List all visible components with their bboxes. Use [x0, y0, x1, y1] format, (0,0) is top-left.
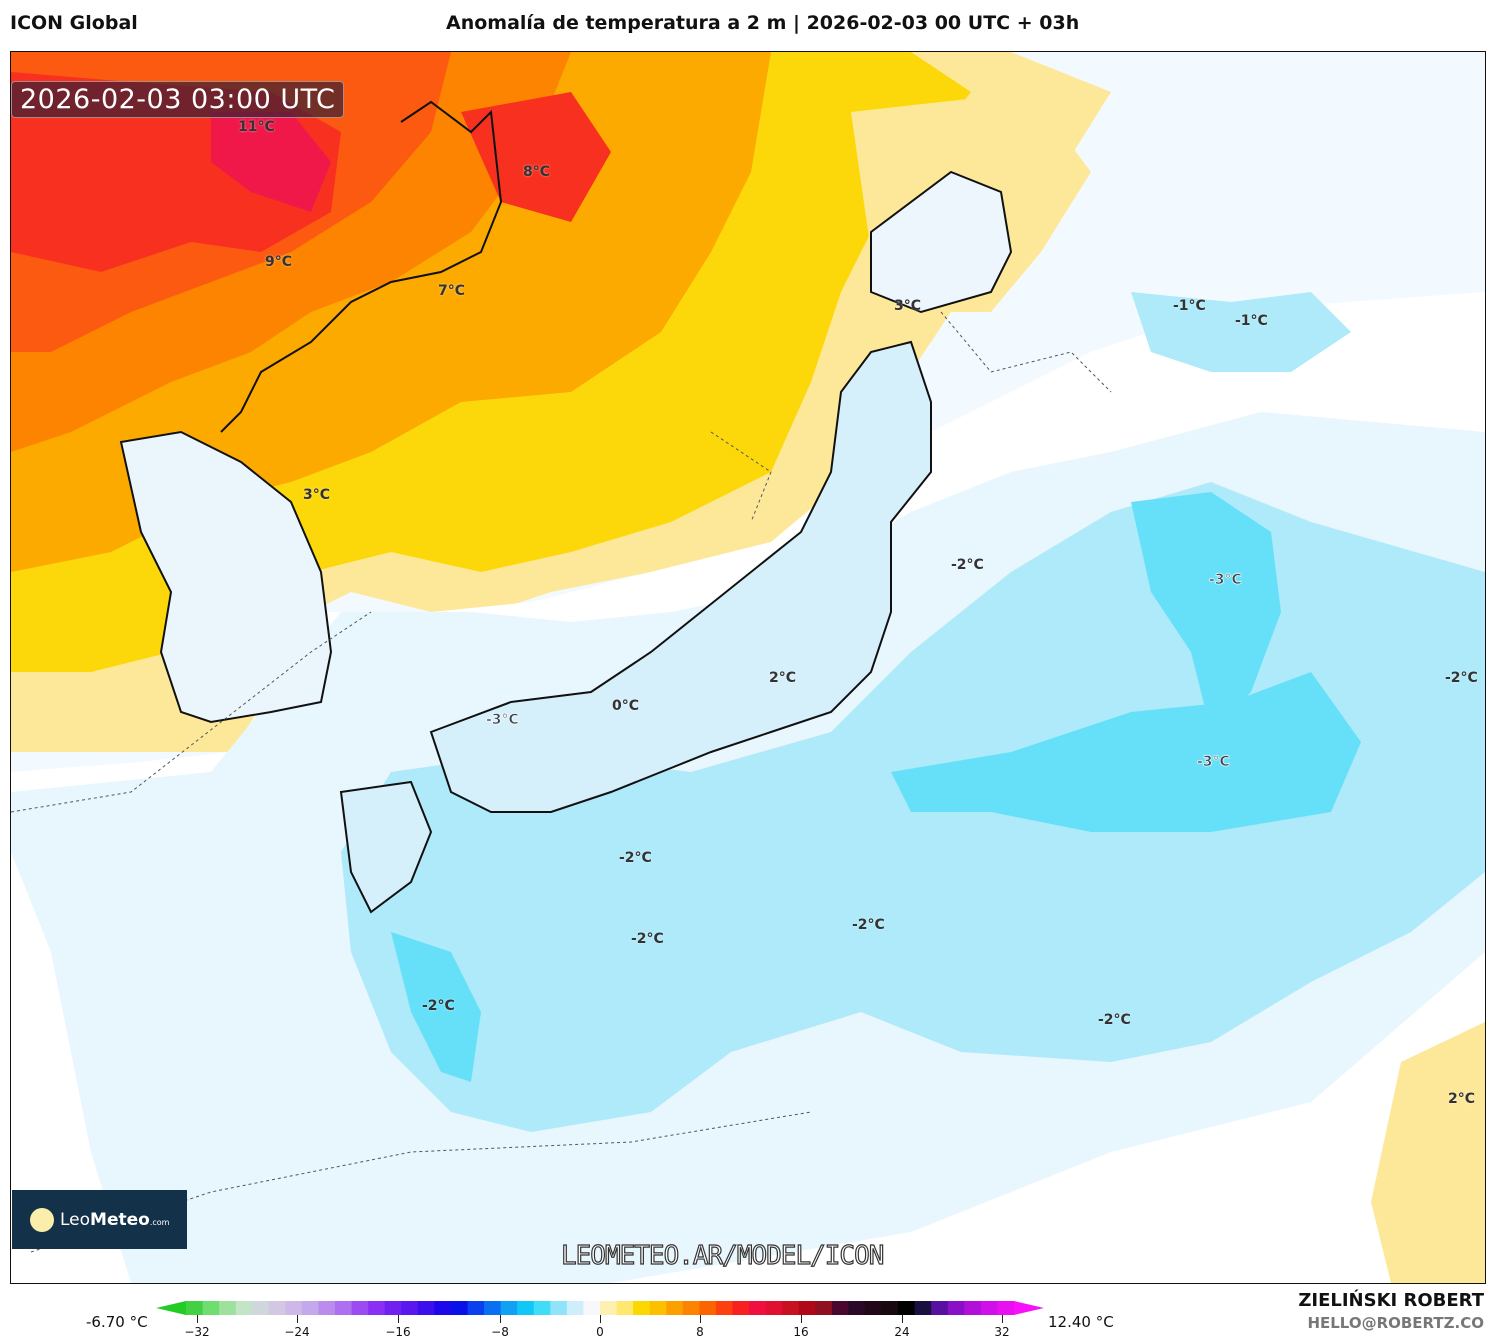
- colorbar: [156, 1301, 1044, 1315]
- colorbar-tick: [197, 1315, 198, 1323]
- contour-label: -1°C: [1235, 313, 1268, 329]
- colorbar-tick-label: 16: [793, 1325, 809, 1339]
- contour-label: -2°C: [422, 998, 455, 1014]
- contour-label: 11°C: [238, 119, 275, 135]
- contour-label: -2°C: [852, 917, 885, 933]
- contour-label: 8°C: [523, 164, 551, 180]
- colorbar-tick: [297, 1315, 298, 1323]
- colorbar-tick-label: −16: [385, 1325, 411, 1339]
- author-email[interactable]: HELLO@ROBERTZ.CO: [1307, 1314, 1484, 1332]
- contour-label: -2°C: [619, 850, 652, 866]
- watermark-url: LEOMETEO.AR/MODEL/ICON: [560, 1240, 885, 1271]
- contour-label: 2°C: [1448, 1091, 1476, 1107]
- contour-label: -3°C: [486, 712, 519, 729]
- colorbar-min-label: -6.70 °C: [86, 1313, 148, 1331]
- temperature-anomaly-map[interactable]: 2026-02-03 03:00 UTC 11°C 8°C 9°C 7°C 3°C 3°C…: [10, 51, 1486, 1284]
- author-name: ZIELIŃSKI ROBERT: [1298, 1290, 1484, 1311]
- contour-label: -3°C: [1209, 572, 1242, 589]
- colorbar-tick: [600, 1315, 601, 1323]
- colorbar-tick-label: −32: [184, 1325, 210, 1339]
- contour-label: 9°C: [265, 254, 293, 270]
- contour-label: -2°C: [1445, 670, 1478, 686]
- valid-time-badge: 2026-02-03 03:00 UTC: [11, 81, 345, 118]
- colorbar-tick: [1002, 1315, 1003, 1323]
- colorbar-tick-label: 0: [596, 1325, 604, 1339]
- sun-icon: [30, 1207, 54, 1232]
- colorbar-tick-label: 24: [894, 1325, 910, 1339]
- contour-label: 3°C: [303, 487, 331, 503]
- contour-label: 0°C: [612, 698, 640, 714]
- colorbar-tick: [398, 1315, 399, 1323]
- contour-label: -3°C: [1197, 754, 1230, 771]
- colorbar-max-label: 12.40 °C: [1048, 1313, 1114, 1331]
- colorbar-tick: [902, 1315, 903, 1323]
- chart-title: Anomalía de temperatura a 2 m | 2026-02-…: [446, 12, 1080, 34]
- model-name: ICON Global: [10, 12, 138, 34]
- colorbar-tick-label: 32: [994, 1325, 1010, 1339]
- contour-label: 3°C: [894, 298, 922, 314]
- contour-label: -1°C: [1173, 298, 1206, 314]
- contour-label: -2°C: [1098, 1012, 1131, 1028]
- colorbar-tick: [700, 1315, 701, 1323]
- logo-text: LeoMeteo.com: [60, 1209, 170, 1230]
- leometeo-logo[interactable]: LeoMeteo.com: [12, 1190, 187, 1249]
- colorbar-tick-label: −8: [491, 1325, 509, 1339]
- contour-label: -2°C: [631, 931, 664, 947]
- colorbar-tick-label: −24: [284, 1325, 310, 1339]
- contour-label: 7°C: [438, 283, 466, 299]
- colorbar-tick: [500, 1315, 501, 1323]
- contour-label: 2°C: [769, 670, 797, 686]
- colorbar-tick: [801, 1315, 802, 1323]
- map-fill: [11, 52, 1485, 1283]
- contour-label: -2°C: [951, 557, 984, 573]
- colorbar-tick-label: 8: [696, 1325, 704, 1339]
